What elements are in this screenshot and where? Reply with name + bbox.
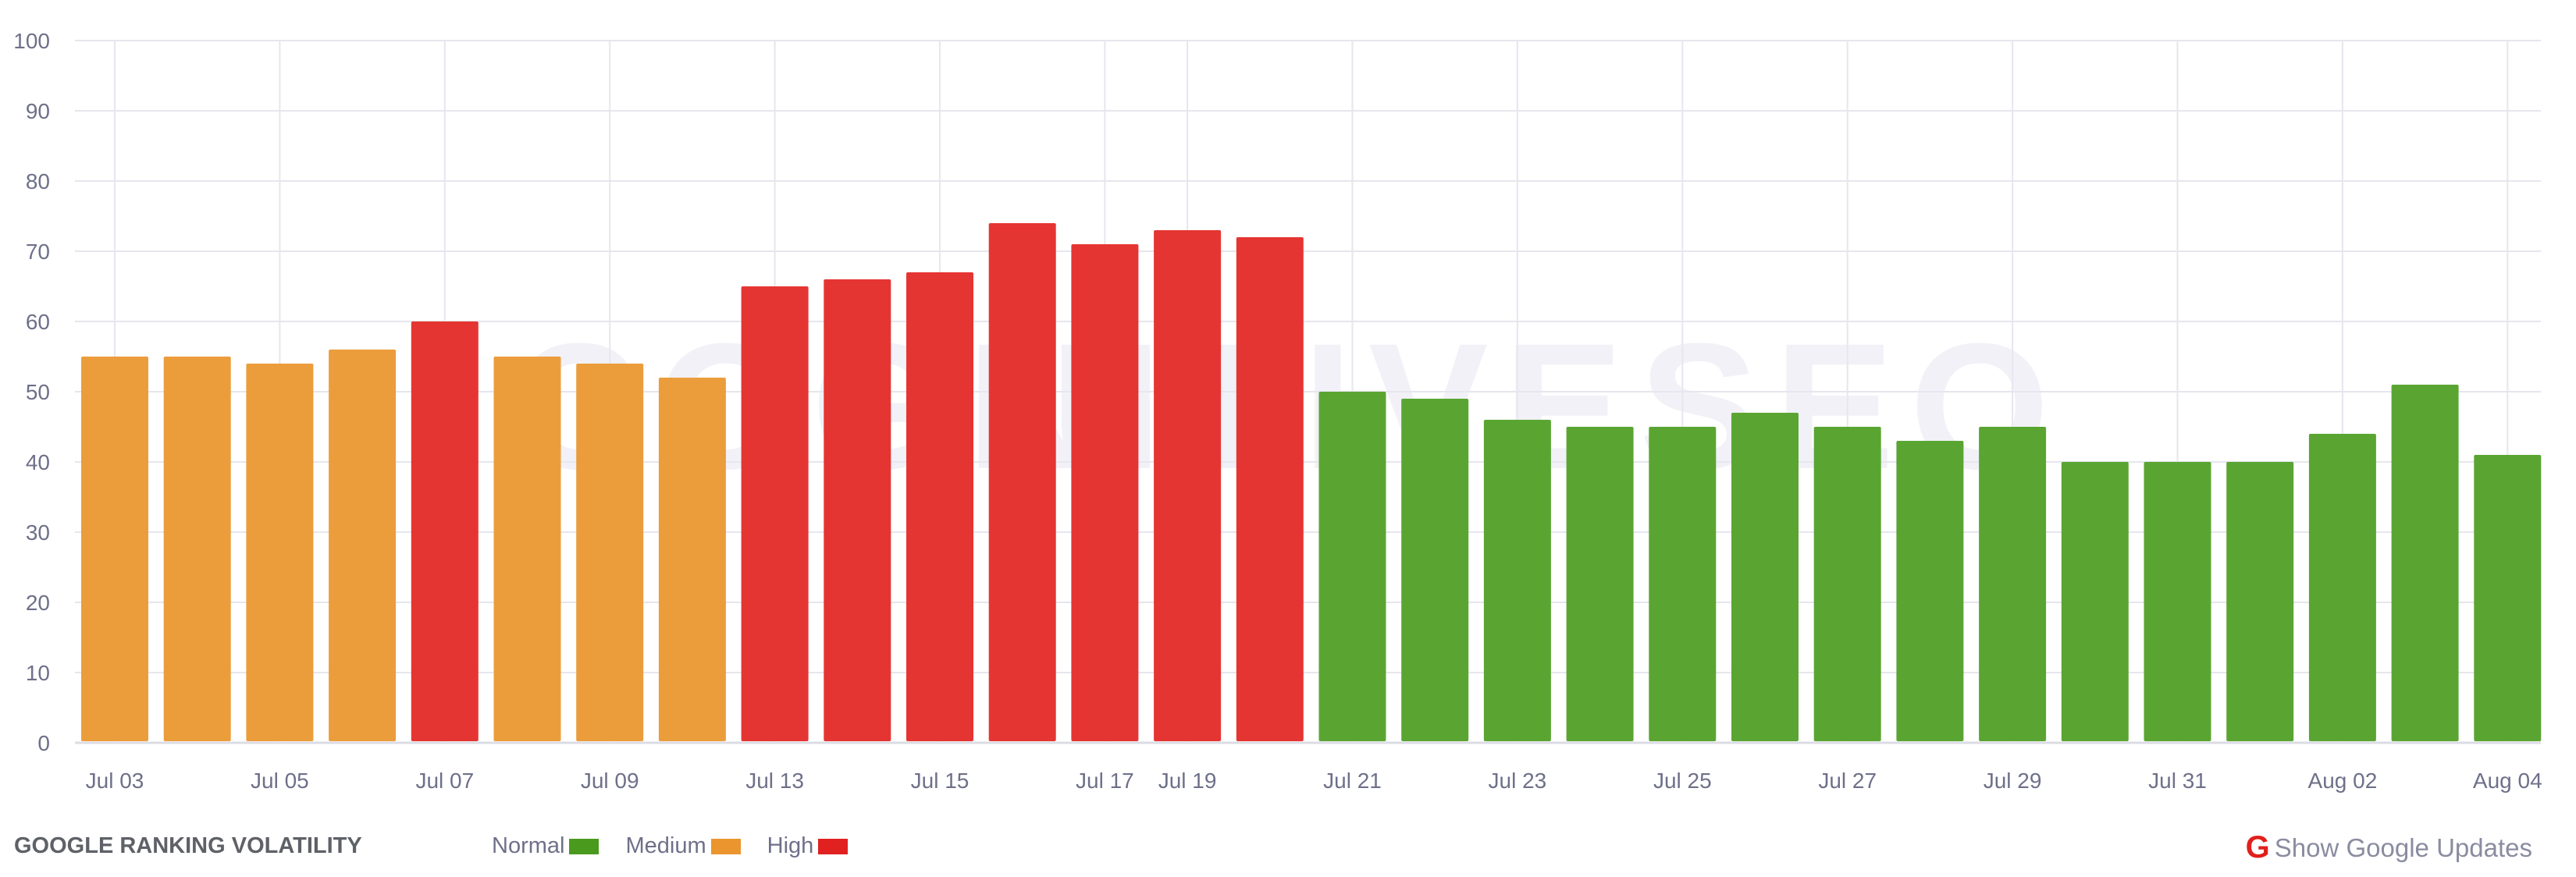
y-tick-label: 70 <box>26 240 50 264</box>
legend-label: High <box>767 833 814 858</box>
x-tick-label: Jul 29 <box>1984 769 2042 793</box>
legend-swatch <box>818 838 849 854</box>
bar-high[interactable] <box>906 272 973 741</box>
bar-normal[interactable] <box>2474 455 2542 741</box>
footer: GOOGLE RANKING VOLATILITY Normal Medium … <box>0 829 2576 868</box>
legend-medium[interactable]: Medium <box>625 833 741 859</box>
x-tick-label: Jul 31 <box>2148 769 2207 793</box>
y-tick-label: 40 <box>26 450 50 474</box>
bar-normal[interactable] <box>1731 413 1799 741</box>
bar-high[interactable] <box>411 321 479 741</box>
y-tick-label: 100 <box>13 29 50 53</box>
google-icon: G <box>2245 830 2270 865</box>
x-tick-label: Jul 13 <box>745 769 804 793</box>
x-tick-label: Jul 23 <box>1489 769 1547 793</box>
y-tick-label: 30 <box>26 520 50 545</box>
bar-normal[interactable] <box>2391 385 2459 741</box>
bar-medium[interactable] <box>658 378 726 741</box>
x-tick-label: Jul 25 <box>1653 769 1712 793</box>
show-google-updates-button[interactable]: G Show Google Updates <box>2246 830 2532 865</box>
y-tick-label: 60 <box>26 310 50 334</box>
bar-medium[interactable] <box>493 357 561 741</box>
bar-normal[interactable] <box>2226 462 2294 741</box>
bar-normal[interactable] <box>2308 434 2376 741</box>
y-tick-label: 20 <box>26 591 50 615</box>
bar-normal[interactable] <box>1896 441 1964 741</box>
bar-medium[interactable] <box>163 357 231 741</box>
x-tick-label: Jul 09 <box>581 769 639 793</box>
bar-normal[interactable] <box>1483 420 1551 741</box>
legend-normal[interactable]: Normal <box>492 833 600 859</box>
x-tick-label: Jul 27 <box>1818 769 1877 793</box>
bar-normal[interactable] <box>1813 427 1881 741</box>
x-tick-label: Aug 04 <box>2473 769 2542 793</box>
y-tick-label: 80 <box>26 169 50 194</box>
y-tick-label: 10 <box>26 661 50 685</box>
bar-medium[interactable] <box>329 350 397 741</box>
bar-high[interactable] <box>1154 230 1222 741</box>
legend-high[interactable]: High <box>767 833 849 859</box>
bar-normal[interactable] <box>1318 392 1386 741</box>
bar-high[interactable] <box>1236 237 1304 741</box>
y-tick-label: 50 <box>26 380 50 404</box>
y-axis: 0 10 20 30 40 50 60 70 80 90 100 <box>13 29 50 755</box>
bar-high[interactable] <box>741 286 809 741</box>
x-axis: Jul 03 Jul 05 Jul 07 Jul 09 Jul 13 Jul 15 Jul … <box>86 769 2542 793</box>
y-tick-label: 0 <box>37 731 50 755</box>
bar-normal[interactable] <box>1401 399 1469 741</box>
x-tick-label: Jul 15 <box>911 769 970 793</box>
x-tick-label: Jul 03 <box>86 769 144 793</box>
x-tick-label: Jul 07 <box>415 769 474 793</box>
chart-title: GOOGLE RANKING VOLATILITY <box>14 833 362 858</box>
x-tick-label: Jul 17 <box>1076 769 1134 793</box>
legend-label: Normal <box>492 833 565 858</box>
x-tick-label: Jul 19 <box>1158 769 1217 793</box>
y-tick-label: 90 <box>26 99 50 123</box>
legend-swatch <box>569 838 600 854</box>
bar-normal[interactable] <box>1979 427 2047 741</box>
bar-medium[interactable] <box>246 364 314 741</box>
bar-normal[interactable] <box>2144 462 2211 741</box>
bar-normal[interactable] <box>1566 427 1634 741</box>
bar-high[interactable] <box>824 279 891 741</box>
x-tick-label: Jul 05 <box>251 769 309 793</box>
show-google-updates-label: Show Google Updates <box>2274 833 2532 862</box>
x-tick-label: Jul 21 <box>1323 769 1382 793</box>
bar-high[interactable] <box>988 223 1056 741</box>
legend: Normal Medium High <box>492 833 874 859</box>
bar-normal[interactable] <box>1649 427 1717 741</box>
legend-swatch <box>710 838 741 854</box>
bar-normal[interactable] <box>2061 462 2129 741</box>
bars <box>81 223 2542 741</box>
bar-medium[interactable] <box>576 364 644 741</box>
bar-medium[interactable] <box>81 357 148 741</box>
legend-label: Medium <box>625 833 706 858</box>
bar-high[interactable] <box>1071 244 1139 741</box>
x-tick-label: Aug 02 <box>2308 769 2378 793</box>
